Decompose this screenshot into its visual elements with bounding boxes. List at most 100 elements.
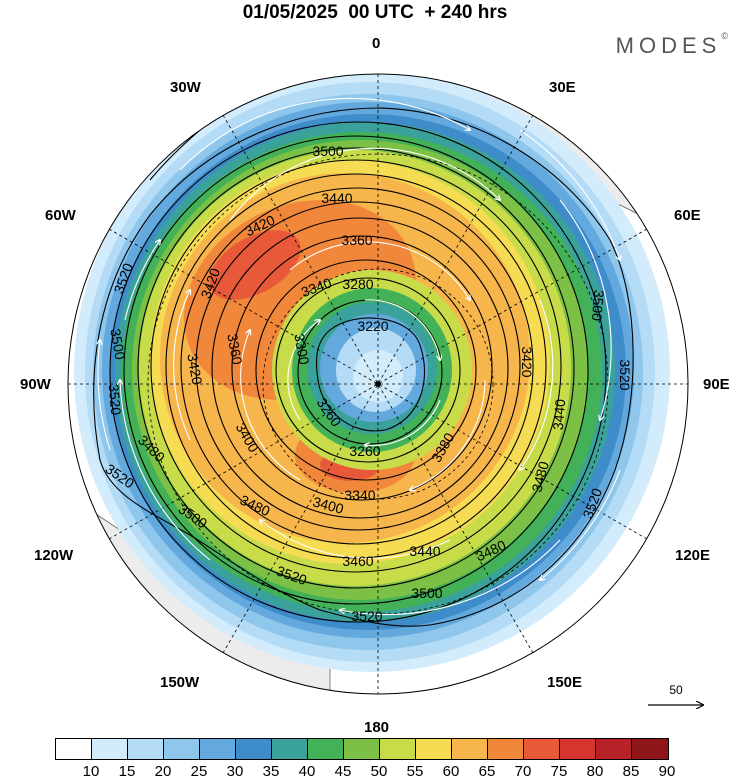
map-disc: 3220 3260 3260 3280 3300 3340 3340 3360 … [68,74,688,694]
contour-label: 3500 [107,327,128,361]
colorbar-swatch [164,739,200,759]
streamline [287,320,320,421]
contour-3220 [315,317,426,432]
colorbar-swatch [452,739,488,759]
contour-label: 3520 [617,359,633,390]
colorbar-swatch [56,739,92,759]
contour-label: 3400 [311,493,345,517]
streamline [229,147,500,221]
contour-label: 3260 [349,443,380,459]
colorbar-tick-label: 60 [442,763,460,780]
streamline [340,539,561,616]
contour-label: 3500 [312,143,343,159]
colorbar-swatch [632,739,668,759]
streamline [289,241,470,300]
colorbar-tick-label: 80 [586,763,604,780]
colorbar-swatch [560,739,596,759]
colorbar-tick-label: 40 [298,763,316,780]
wind-speed-colorbar [55,738,669,760]
contour-3360 [211,217,509,519]
contour-3500 [109,121,607,623]
lon-label-150w: 150W [160,674,200,691]
logo-text: MODES [615,33,722,58]
contour-label: 3440 [321,190,352,206]
streamline [519,129,620,260]
streamline [365,399,441,445]
colorbar-swatch [380,739,416,759]
streamline [540,469,621,580]
streamline [120,380,211,561]
colorbar-swatch [236,739,272,759]
colorbar-tick-label: 20 [154,763,172,780]
meridian-30w-150e [222,114,534,654]
modes-logo: MODES© [615,31,728,59]
colorbar-tick-label: 30 [226,763,244,780]
north-pole-dot [375,381,381,387]
copyright-mark: © [721,31,728,41]
contour-label: 3520 [106,383,125,416]
contour-label: 3440 [409,543,440,559]
contour-3300 [255,259,477,481]
colorbar-tick-label: 75 [550,763,568,780]
height-contours [93,77,634,627]
streamline [98,340,111,451]
colorbar-swatch [416,739,452,759]
contour-label: 3480 [528,459,552,493]
lon-label-90w: 90W [20,376,51,393]
contour-label: 3300 [291,332,312,366]
colorbar-swatch [596,739,632,759]
contour-3480 [123,135,589,605]
streamline [410,379,486,490]
contour-label: 3440 [550,398,569,431]
colorbar-tick-label: 45 [334,763,352,780]
colorbar-tick-label: 25 [190,763,208,780]
colorbar-tick-label: 35 [262,763,280,780]
contour-label: 3360 [224,332,245,366]
colorbar-swatch [308,739,344,759]
contour-label: 3420 [184,352,205,386]
lon-label-60e: 60E [674,207,701,224]
meridian-60e-120w [108,228,648,540]
lon-label-90e: 90E [703,376,730,393]
colorbar-tick-label: 70 [514,763,532,780]
contour-label: 3520 [351,608,382,624]
contour-3440 [150,159,562,573]
map-boundary [67,73,689,695]
lon-label-30e: 30E [549,79,576,96]
contour-3340 [231,235,493,501]
contour-label: 3340 [344,487,375,503]
colorbar-tick-label: 50 [370,763,388,780]
colorbar-swatch [488,739,524,759]
colorbar-tick-label: 90 [658,763,676,780]
contour-label: 3420 [519,346,535,377]
colorbar-tick-label: 10 [82,763,100,780]
colorbar-swatch [272,739,308,759]
meridian-30e-150w [222,114,534,654]
shade-band-75 [209,230,301,300]
colorbar-swatch [128,739,164,759]
colorbar-tick-label: 55 [406,763,424,780]
wind-arrows [98,97,621,616]
colorbar-ticks: 10 15 20 25 30 35 40 45 50 55 60 65 70 75 80 85 90 [0,763,750,781]
contour-label: 3500 [589,289,608,322]
contour-label: 3220 [357,318,388,334]
lon-label-180: 180 [364,719,390,736]
streamline [559,199,612,420]
colorbar-swatch [200,739,236,759]
contour-3380 [195,201,521,531]
lon-label-30w: 30W [170,79,201,96]
reference-vector: 50 [647,683,705,713]
contour-label: 3280 [342,276,373,292]
contour-label: 3360 [341,232,372,248]
lon-label-60w: 60W [45,207,76,224]
streamline [179,97,470,171]
map-title: 01/05/2025 00 UTC + 240 hrs [242,2,508,23]
lon-label-120w: 120W [34,547,74,564]
streamline [260,520,451,559]
lon-label-0: 0 [372,35,381,52]
contour-label: 3500 [411,585,442,601]
colorbar-swatch [344,739,380,759]
colorbar-tick-label: 15 [118,763,136,780]
lon-label-120e: 120E [675,547,711,564]
